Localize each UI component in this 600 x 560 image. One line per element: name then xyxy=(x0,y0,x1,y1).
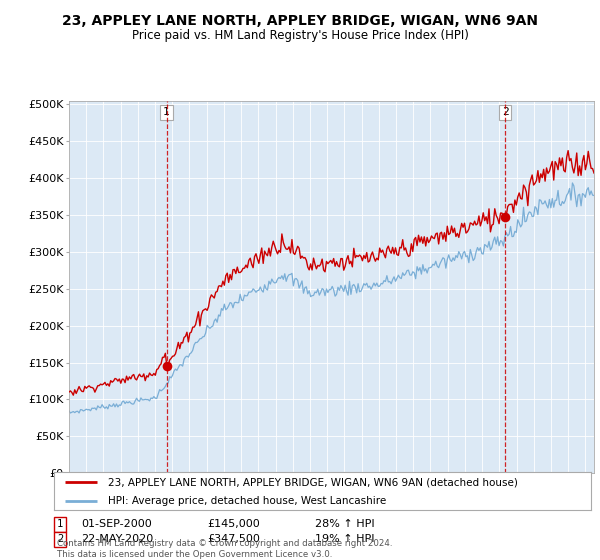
Text: 2: 2 xyxy=(502,108,508,118)
Text: 19% ↑ HPI: 19% ↑ HPI xyxy=(315,534,374,544)
Text: £145,000: £145,000 xyxy=(207,519,260,529)
Text: 28% ↑ HPI: 28% ↑ HPI xyxy=(315,519,374,529)
Text: 23, APPLEY LANE NORTH, APPLEY BRIDGE, WIGAN, WN6 9AN (detached house): 23, APPLEY LANE NORTH, APPLEY BRIDGE, WI… xyxy=(108,477,518,487)
Text: 01-SEP-2000: 01-SEP-2000 xyxy=(81,519,152,529)
Text: 1: 1 xyxy=(57,519,63,529)
Text: 23, APPLEY LANE NORTH, APPLEY BRIDGE, WIGAN, WN6 9AN: 23, APPLEY LANE NORTH, APPLEY BRIDGE, WI… xyxy=(62,14,538,28)
Text: 1: 1 xyxy=(163,108,170,118)
Text: 2: 2 xyxy=(57,534,63,544)
Text: Price paid vs. HM Land Registry's House Price Index (HPI): Price paid vs. HM Land Registry's House … xyxy=(131,29,469,42)
Text: Contains HM Land Registry data © Crown copyright and database right 2024.
This d: Contains HM Land Registry data © Crown c… xyxy=(57,539,392,559)
Text: £347,500: £347,500 xyxy=(207,534,260,544)
Text: HPI: Average price, detached house, West Lancashire: HPI: Average price, detached house, West… xyxy=(108,496,386,506)
Text: 22-MAY-2020: 22-MAY-2020 xyxy=(81,534,153,544)
